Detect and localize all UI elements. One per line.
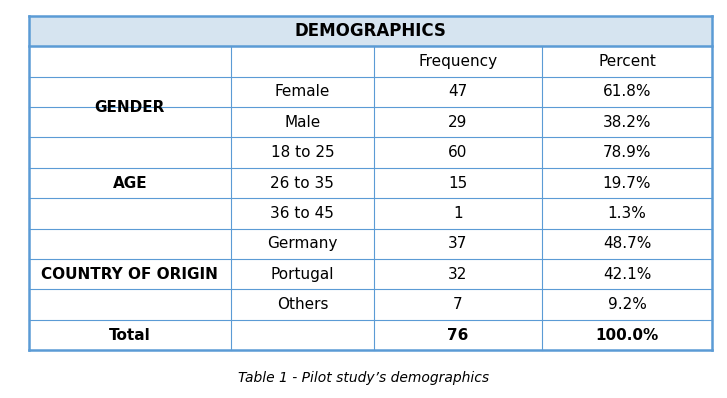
Text: 37: 37 (449, 236, 467, 252)
Text: 1.3%: 1.3% (608, 206, 646, 221)
Bar (29, 107, 712, 137)
Text: Percent: Percent (598, 54, 656, 69)
Text: 18 to 25: 18 to 25 (270, 145, 334, 160)
Bar (29, 16, 712, 46)
Bar (29, 77, 712, 107)
Bar (29, 198, 712, 229)
Text: Frequency: Frequency (418, 54, 497, 69)
Text: 7: 7 (453, 297, 462, 312)
Bar (29, 289, 712, 320)
Text: Germany: Germany (268, 236, 337, 252)
Bar (29, 137, 712, 168)
Text: 61.8%: 61.8% (603, 84, 651, 100)
Text: 36 to 45: 36 to 45 (270, 206, 334, 221)
Bar (29, 46, 712, 77)
Bar (29, 229, 712, 259)
Bar (29, 320, 712, 350)
Text: 19.7%: 19.7% (603, 176, 651, 191)
Text: 29: 29 (449, 115, 467, 130)
Text: 60: 60 (449, 145, 467, 160)
Text: 38.2%: 38.2% (603, 115, 651, 130)
Text: 9.2%: 9.2% (608, 297, 646, 312)
Text: Portugal: Portugal (270, 267, 334, 282)
Text: 47: 47 (449, 84, 467, 100)
Text: Male: Male (284, 115, 321, 130)
Text: GENDER: GENDER (95, 100, 165, 115)
Text: COUNTRY OF ORIGIN: COUNTRY OF ORIGIN (41, 267, 218, 282)
Text: 100.0%: 100.0% (595, 328, 659, 343)
Text: DEMOGRAPHICS: DEMOGRAPHICS (295, 22, 446, 40)
Text: 26 to 35: 26 to 35 (270, 176, 334, 191)
Text: 48.7%: 48.7% (603, 236, 651, 252)
Text: Total: Total (109, 328, 150, 343)
Text: Female: Female (275, 84, 330, 100)
Text: 76: 76 (447, 328, 469, 343)
Text: 42.1%: 42.1% (603, 267, 651, 282)
Text: Table 1 - Pilot study’s demographics: Table 1 - Pilot study’s demographics (238, 371, 489, 385)
Bar (29, 168, 712, 198)
Text: 32: 32 (449, 267, 467, 282)
Text: AGE: AGE (113, 176, 147, 191)
Bar (29, 259, 712, 289)
Text: Others: Others (277, 297, 328, 312)
Text: 1: 1 (453, 206, 462, 221)
Text: 78.9%: 78.9% (603, 145, 651, 160)
Text: 15: 15 (449, 176, 467, 191)
